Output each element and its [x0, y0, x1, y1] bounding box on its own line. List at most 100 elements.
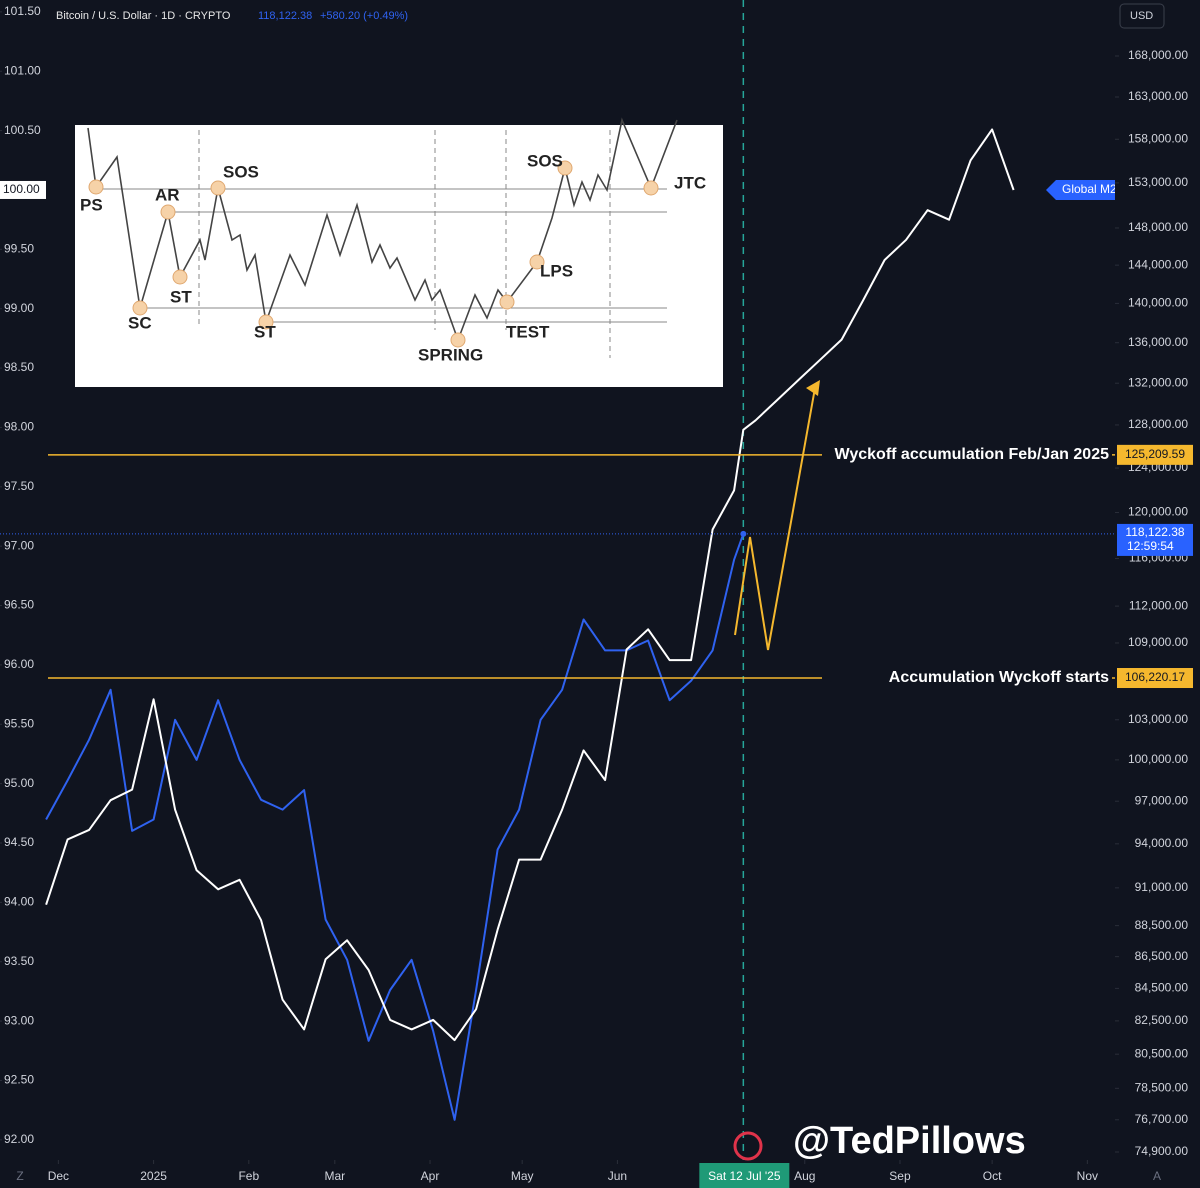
y2-tick-label: 158,000.00	[1128, 131, 1188, 145]
y-tick-label: 96.50	[4, 598, 34, 612]
last-point	[740, 530, 747, 537]
inset-label: SOS	[527, 151, 563, 170]
x-tick-label: Jun	[608, 1169, 627, 1183]
x-tick-label: Apr	[421, 1169, 440, 1183]
y2-tick-label: 153,000.00	[1128, 175, 1188, 189]
countdown: 12:59:54	[1127, 539, 1174, 553]
y-tick-label: 94.00	[4, 895, 34, 909]
x-tick-label: May	[511, 1169, 534, 1183]
y2-tick-label: 91,000.00	[1135, 880, 1189, 894]
inset-label: LPS	[540, 261, 573, 280]
y-tick-label: 101.50	[4, 4, 41, 18]
series-line	[45, 533, 745, 1121]
y2-tick-label: 140,000.00	[1128, 296, 1188, 310]
watermark: @TedPillows	[793, 1120, 1026, 1162]
y2-tick-label: 86,500.00	[1135, 949, 1189, 963]
y-marker-box	[0, 180, 46, 199]
x-tick-label: Nov	[1077, 1169, 1098, 1183]
x-tick-label: Dec	[48, 1169, 69, 1183]
series-tag	[1046, 179, 1117, 200]
last-price-box	[1117, 523, 1193, 556]
bottom-axis-bg	[0, 1160, 1200, 1188]
price-line-label: Wyckoff accumulation Feb/Jan 2025	[835, 446, 1110, 463]
projection-arrow	[734, 380, 820, 651]
price-line-label: Accumulation Wyckoff starts	[889, 669, 1109, 686]
watermark-icon	[733, 1131, 763, 1161]
header-price: 118,122.38	[258, 10, 312, 22]
inset-points	[88, 160, 659, 348]
y2-tick-label: 74,900.00	[1135, 1144, 1189, 1158]
y2-tick-label: 100,000.00	[1128, 752, 1188, 766]
y-tick-label: 92.00	[4, 1132, 34, 1146]
inset-label: TEST	[506, 322, 550, 341]
y2-tick-label: 97,000.00	[1135, 793, 1189, 807]
y-tick-label: 95.50	[4, 716, 34, 730]
inset-label: PS	[80, 195, 103, 214]
price-line-box	[1117, 668, 1193, 689]
inset-label: SC	[128, 313, 152, 332]
x-tick-label: Oct	[983, 1169, 1002, 1183]
y2-tick-label: 112,000.00	[1129, 598, 1188, 612]
y2-tick-label: 94,000.00	[1135, 836, 1189, 850]
y-tick-label: 93.50	[4, 954, 34, 968]
crosshair-box	[699, 1163, 790, 1188]
y2-tick-label: 88,500.00	[1135, 918, 1189, 932]
y-tick-label: 98.50	[4, 360, 34, 374]
inset-label: JTC	[674, 173, 706, 192]
inset-label: AR	[155, 185, 180, 204]
corner-right[interactable]: A	[1153, 1169, 1161, 1183]
x-tick-label: Sep	[889, 1169, 911, 1183]
y-tick-label: 93.00	[4, 1013, 34, 1027]
y2-tick-label: 148,000.00	[1128, 220, 1188, 234]
inset-background	[75, 125, 723, 387]
corner-left[interactable]: Z	[16, 1169, 23, 1183]
price-line-box	[1117, 444, 1193, 465]
y2-tick-label: 132,000.00	[1128, 375, 1188, 389]
y-tick-label: 100.50	[4, 123, 41, 137]
x-tick-label: 2025	[140, 1169, 167, 1183]
y2-tick-label: 80,500.00	[1135, 1046, 1189, 1060]
series-line	[45, 128, 1015, 1042]
y2-tick-label: 168,000.00	[1128, 48, 1188, 62]
y2-tick-label: 109,000.00	[1128, 635, 1188, 649]
price-line-value: 106,220.17	[1125, 670, 1185, 684]
y-tick-label: 95.00	[4, 776, 34, 790]
y2-tick-label: 103,000.00	[1128, 712, 1188, 726]
y-tick-label: 92.50	[4, 1073, 34, 1087]
header-change: +580.20 (+0.49%)	[320, 10, 408, 22]
inset-label: ST	[254, 322, 276, 341]
inset-label: ST	[170, 287, 192, 306]
y2-tick-label: 136,000.00	[1128, 335, 1188, 349]
x-tick-label: Feb	[238, 1169, 259, 1183]
y-marker-label: 100.00	[3, 182, 40, 196]
currency[interactable]: USD	[1130, 10, 1153, 22]
last-price-label: 118,122.38	[1125, 525, 1184, 539]
y-tick-label: 99.50	[4, 242, 34, 256]
y2-tick-label: 120,000.00	[1128, 505, 1188, 519]
right-axis-bg	[1115, 0, 1200, 1188]
y-tick-label: 94.50	[4, 835, 34, 849]
y-tick-label: 97.00	[4, 538, 34, 552]
currency-box[interactable]	[1119, 3, 1165, 29]
crosshair-label: Sat 12 Jul '25	[708, 1169, 781, 1183]
overlay: Wyckoff accumulation Feb/Jan 2025 Accumul…	[48, 179, 1117, 686]
y2-tick-label: 78,500.00	[1135, 1080, 1189, 1094]
x-tick-label: Mar	[324, 1169, 345, 1183]
y2-tick-label: 76,700.00	[1135, 1112, 1189, 1126]
y2-tick-label: 82,500.00	[1135, 1013, 1189, 1027]
series-tag-label: Global M2	[1062, 182, 1117, 196]
x-tick-label: Aug	[794, 1169, 815, 1183]
wyckoff-inset: PS SC AR ST SOS ST SPRING TEST LPS SOS J…	[75, 117, 723, 387]
axes: 101.50 101.00 100.50 99.50 99.00 98.50 98.00 97…	[0, 4, 1193, 1188]
y-tick-label: 99.00	[4, 301, 34, 315]
price-line-value: 125,209.59	[1125, 447, 1185, 461]
y2-tick-label: 163,000.00	[1128, 89, 1188, 103]
y-tick-label: 97.50	[4, 479, 34, 493]
inset-label: SPRING	[418, 345, 483, 364]
y2-tick-label: 84,500.00	[1135, 981, 1189, 995]
inset-label: SOS	[223, 162, 259, 181]
y-tick-label: 101.00	[4, 63, 41, 77]
y2-tick-label: 144,000.00	[1128, 257, 1188, 271]
